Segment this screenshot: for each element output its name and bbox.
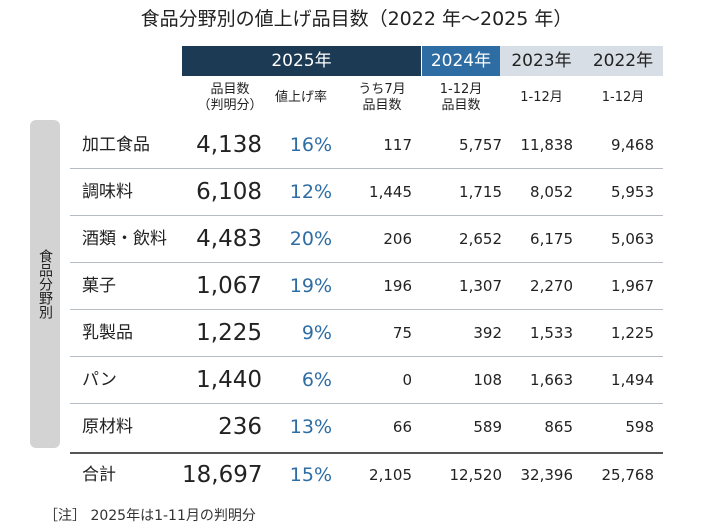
table-row: 調味料 6,108 12% 1,445 1,715 8,052 5,953 [70, 169, 663, 216]
row-rate-2025: 6% [301, 369, 332, 391]
row-total-2022: 5,063 [611, 230, 654, 248]
total-count-2025: 18,697 [182, 462, 263, 488]
row-total-2024: 589 [473, 418, 502, 436]
subheader-2024-line1: 1-12月 [439, 82, 483, 97]
header-year-2022: 2022年 [583, 46, 663, 76]
row-category: 酒類・飲料 [82, 229, 167, 249]
row-total-2022: 1,225 [611, 324, 654, 342]
row-count-2025: 4,483 [196, 226, 262, 252]
row-july-2025: 1,445 [369, 183, 412, 201]
subheader-count-line2: （判明分） [197, 98, 263, 113]
total-2022: 25,768 [601, 466, 655, 484]
row-total-2023: 865 [544, 418, 573, 436]
row-count-2025: 1,440 [196, 367, 262, 393]
row-total-2023: 1,533 [530, 324, 573, 342]
row-count-2025: 1,067 [196, 273, 262, 299]
subheader-2023: 1-12月 [500, 90, 583, 106]
header-year-2024: 2024年 [422, 46, 500, 76]
table-row: 原材料 236 13% 66 589 865 598 [70, 404, 663, 451]
row-july-2025: 206 [383, 230, 412, 248]
table-row: 加工食品 4,138 16% 117 5,757 11,838 9,468 [70, 122, 663, 169]
row-total-2022: 9,468 [611, 136, 654, 154]
row-july-2025: 75 [392, 324, 412, 342]
row-count-2025: 236 [218, 414, 262, 440]
table-row: 菓子 1,067 19% 196 1,307 2,270 1,967 [70, 263, 663, 310]
row-total-2024: 5,757 [459, 136, 502, 154]
subheader-july-line1: うち7月 [358, 82, 406, 97]
row-rate-2025: 19% [289, 275, 332, 297]
chart-title: 食品分野別の値上げ品目数（2022 年～2025 年） [140, 8, 573, 30]
footnote: ［注］ 2025年は1-11月の判明分 [44, 508, 256, 524]
row-rate-2025: 9% [301, 322, 332, 344]
subheader-2022: 1-12月 [583, 90, 663, 106]
side-label: 食品分野別 [37, 249, 53, 319]
total-2023: 32,396 [520, 466, 574, 484]
total-2024: 12,520 [449, 466, 503, 484]
total-rate-2025: 15% [289, 464, 332, 486]
table-row: 乳製品 1,225 9% 75 392 1,533 1,225 [70, 310, 663, 357]
row-total-2024: 2,652 [459, 230, 502, 248]
row-total-2023: 1,663 [530, 371, 573, 389]
row-total-2023: 8,052 [530, 183, 573, 201]
table-row: 酒類・飲料 4,483 20% 206 2,652 6,175 5,063 [70, 216, 663, 263]
side-label-box: 食品分野別 [30, 120, 60, 448]
row-count-2025: 4,138 [196, 132, 262, 158]
header-year-2023: 2023年 [500, 46, 583, 76]
row-rate-2025: 20% [289, 228, 332, 250]
row-rate-2025: 13% [289, 416, 332, 438]
row-total-2022: 1,494 [611, 371, 654, 389]
subheader-rate-line1: 値上げ率 [274, 90, 327, 105]
subheader-rate: 値上げ率 [262, 90, 340, 106]
row-total-2024: 392 [473, 324, 502, 342]
row-july-2025: 117 [383, 136, 412, 154]
subheader-2022-line1: 1-12月 [601, 90, 645, 105]
row-total-2024: 108 [473, 371, 502, 389]
row-total-2022: 5,953 [611, 183, 654, 201]
total-july-2025: 2,105 [369, 466, 412, 484]
row-rate-2025: 16% [289, 134, 332, 156]
row-category: 菓子 [82, 276, 116, 296]
row-july-2025: 66 [392, 418, 412, 436]
table-row: パン 1,440 6% 0 108 1,663 1,494 [70, 357, 663, 404]
row-july-2025: 196 [383, 277, 412, 295]
subheader-2023-line1: 1-12月 [520, 90, 563, 105]
subheader-2024-line2: 品目数 [441, 98, 481, 113]
row-total-2023: 11,838 [520, 136, 574, 154]
row-category: 乳製品 [82, 323, 133, 343]
total-row: 合計 18,697 15% 2,105 12,520 32,396 25,768 [70, 452, 663, 496]
row-total-2022: 1,967 [611, 277, 654, 295]
subheader-july-line2: 品目数 [362, 98, 402, 113]
subheader-2024: 1-12月 品目数 [422, 82, 500, 114]
row-category: 原材料 [82, 417, 133, 437]
row-count-2025: 1,225 [196, 320, 262, 346]
row-total-2022: 598 [625, 418, 654, 436]
row-category: パン [82, 370, 117, 390]
row-total-2024: 1,715 [459, 183, 502, 201]
row-total-2024: 1,307 [459, 277, 502, 295]
total-category: 合計 [82, 465, 116, 485]
subheader-count: 品目数 （判明分） [182, 82, 278, 114]
row-total-2023: 2,270 [530, 277, 573, 295]
subheader-count-line1: 品目数 [210, 82, 250, 97]
row-count-2025: 6,108 [196, 179, 262, 205]
row-total-2023: 6,175 [530, 230, 573, 248]
row-category: 調味料 [82, 182, 133, 202]
row-rate-2025: 12% [289, 181, 332, 203]
header-year-2025: 2025年 [182, 46, 421, 76]
subheader-july: うち7月 品目数 [344, 82, 420, 114]
row-category: 加工食品 [82, 135, 150, 155]
row-july-2025: 0 [402, 371, 412, 389]
